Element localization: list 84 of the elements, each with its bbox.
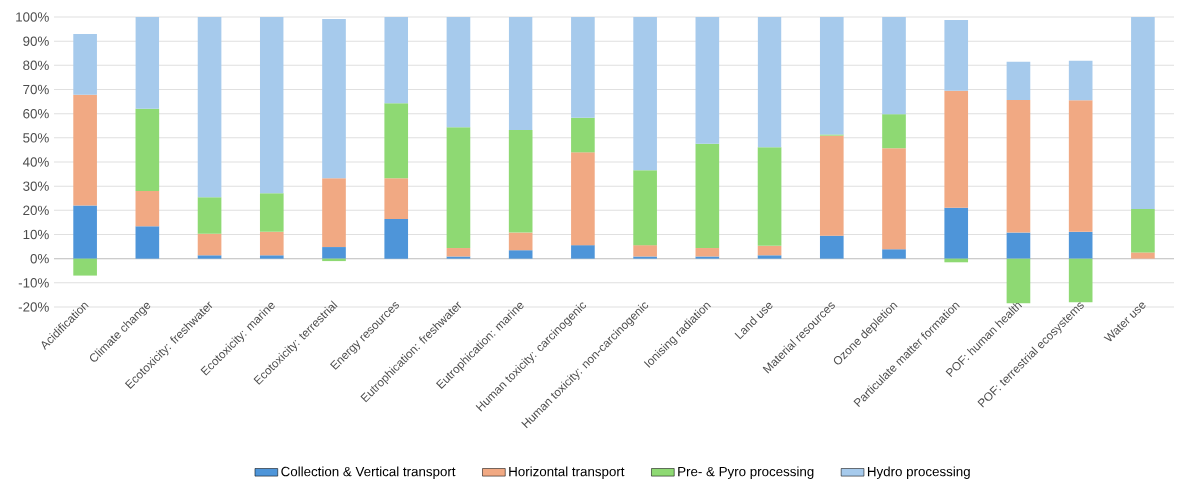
- bar: [757, 147, 782, 246]
- bar: [1131, 208, 1155, 253]
- bar: [508, 130, 533, 233]
- y-tick-label: 40%: [22, 157, 49, 167]
- bar: [1131, 252, 1155, 259]
- bar: [695, 256, 720, 259]
- bar: [633, 170, 657, 246]
- bar: [882, 249, 906, 259]
- bar: [819, 135, 844, 236]
- bar: [819, 17, 844, 135]
- bar: [322, 247, 346, 259]
- bar: [633, 17, 657, 171]
- bar: [882, 17, 906, 115]
- bar: [508, 232, 533, 251]
- bar: [135, 226, 160, 259]
- bar: [135, 191, 160, 227]
- bar: [633, 256, 657, 259]
- bar: [73, 258, 97, 276]
- bar: [1006, 258, 1031, 304]
- bar: [135, 17, 160, 109]
- y-tick-label: 90%: [23, 36, 49, 46]
- y-tick-label: 50%: [23, 133, 49, 143]
- bar: [633, 245, 657, 257]
- bar: [571, 17, 595, 118]
- bar: [1006, 61, 1031, 100]
- bar: [322, 178, 346, 248]
- legend-label: Horizontal transport: [509, 466, 625, 479]
- bar: [1068, 231, 1093, 259]
- y-tick-label: -10%: [18, 278, 49, 288]
- bar: [508, 250, 533, 259]
- bar: [446, 248, 471, 257]
- bar: [695, 17, 720, 144]
- y-tick-label: 70%: [23, 84, 49, 95]
- bar: [73, 205, 97, 259]
- bar: [384, 17, 409, 104]
- bar: [197, 17, 222, 198]
- bar: [259, 231, 284, 256]
- bar: [1068, 60, 1093, 101]
- y-tick-label: 80%: [23, 60, 49, 71]
- bar: [1131, 17, 1155, 209]
- y-tick-label: 10%: [23, 229, 49, 240]
- bar: [757, 245, 782, 256]
- bar: [135, 108, 160, 191]
- bar: [73, 94, 97, 206]
- bar: [384, 103, 409, 179]
- bar: [197, 233, 222, 256]
- y-tick-label: 60%: [23, 108, 49, 119]
- bar: [384, 219, 409, 259]
- bar: [944, 19, 969, 91]
- bar: [757, 255, 782, 259]
- bar: [73, 33, 97, 95]
- bar: [695, 248, 720, 257]
- bar: [1068, 258, 1093, 303]
- bar: [259, 193, 284, 232]
- bar: [944, 90, 969, 208]
- y-tick-label: 100%: [16, 12, 49, 22]
- bar: [1006, 99, 1031, 233]
- bar: [882, 148, 906, 250]
- bar: [944, 207, 969, 259]
- bar: [259, 17, 284, 194]
- bar: [1006, 232, 1031, 259]
- bar: [508, 17, 533, 131]
- bar: [446, 17, 471, 128]
- bar: [322, 18, 346, 179]
- bar: [819, 235, 844, 259]
- bar: [757, 17, 782, 148]
- y-tick-label: 0%: [30, 253, 49, 264]
- legend-label: Pre- & Pyro processing: [678, 466, 814, 479]
- bar: [259, 255, 284, 259]
- y-tick-label: 20%: [23, 205, 49, 216]
- legend-label: Hydro processing: [867, 466, 970, 479]
- legend-label: Collection & Vertical transport: [281, 466, 456, 479]
- bar: [1068, 100, 1093, 232]
- bar: [384, 178, 409, 220]
- bar: [197, 255, 222, 259]
- bar: [571, 152, 595, 246]
- bar: [446, 127, 471, 249]
- bar: [446, 256, 471, 259]
- bar: [571, 245, 595, 259]
- bar: [882, 114, 906, 149]
- bar: [197, 197, 222, 234]
- bar: [695, 143, 720, 249]
- y-tick-label: 30%: [23, 181, 49, 191]
- bar: [571, 117, 595, 153]
